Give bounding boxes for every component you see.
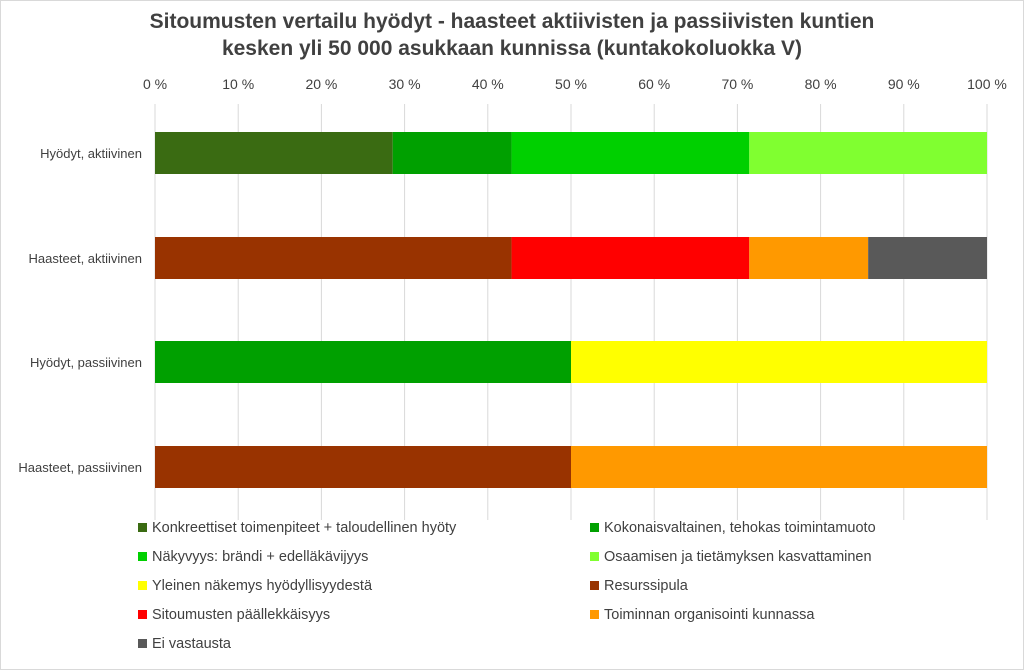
legend-label: Näkyvyys: brändi + edelläkävijyys xyxy=(152,548,369,565)
y-tick-label: Haasteet, aktiivinen xyxy=(29,251,142,266)
x-tick-label: 70 % xyxy=(721,76,753,92)
legend-item: Yleinen näkemys hyödyllisyydestä xyxy=(138,574,590,597)
y-axis-ticks: Hyödyt, aktiivinen Haasteet, aktiivinen Hy… xyxy=(18,146,142,475)
x-tick-label: 40 % xyxy=(472,76,504,92)
chart-title-line-1: Sitoumusten vertailu hyödyt - haasteet a… xyxy=(149,10,875,33)
legend-item: Toiminnan organisointi kunnassa xyxy=(590,603,990,626)
x-tick-label: 60 % xyxy=(638,76,670,92)
y-tick-label: Hyödyt, aktiivinen xyxy=(40,146,142,161)
x-tick-label: 80 % xyxy=(805,76,837,92)
legend-swatch xyxy=(138,639,147,648)
legend-item: Kokonaisvaltainen, tehokas toimintamuoto xyxy=(590,516,990,539)
bar-segment xyxy=(511,132,750,174)
legend-label: Toiminnan organisointi kunnassa xyxy=(604,606,815,623)
y-tick-label: Haasteet, passiivinen xyxy=(18,460,142,475)
bar-segment xyxy=(155,446,571,488)
legend-swatch xyxy=(138,581,147,590)
bar-segments xyxy=(155,132,987,488)
bar-segment xyxy=(155,341,571,383)
legend-label: Kokonaisvaltainen, tehokas toimintamuoto xyxy=(604,519,876,536)
legend-label: Osaamisen ja tietämyksen kasvattaminen xyxy=(604,548,872,565)
legend-label: Konkreettiset toimenpiteet + taloudellin… xyxy=(152,519,457,536)
bar-segment xyxy=(392,132,512,174)
legend-item: Ei vastausta xyxy=(138,632,590,655)
x-tick-label: 90 % xyxy=(888,76,920,92)
legend-item: Näkyvyys: brändi + edelläkävijyys xyxy=(138,545,590,568)
bar-segment xyxy=(511,237,750,279)
legend-swatch xyxy=(138,523,147,532)
x-tick-label: 100 % xyxy=(967,76,1007,92)
bar-segment xyxy=(868,237,987,279)
x-tick-label: 0 % xyxy=(143,76,167,92)
x-tick-label: 50 % xyxy=(555,76,587,92)
bar-segment xyxy=(155,237,512,279)
x-tick-label: 10 % xyxy=(222,76,254,92)
x-tick-label: 30 % xyxy=(389,76,421,92)
legend-label: Resurssipula xyxy=(604,577,688,594)
legend-item: Sitoumusten päällekkäisyys xyxy=(138,603,590,626)
legend: Konkreettiset toimenpiteet + taloudellin… xyxy=(138,516,998,655)
bar-segment xyxy=(155,132,393,174)
legend-swatch xyxy=(590,523,599,532)
legend-item: Resurssipula xyxy=(590,574,990,597)
legend-item: Osaamisen ja tietämyksen kasvattaminen xyxy=(590,545,990,568)
y-tick-label: Hyödyt, passiivinen xyxy=(30,355,142,370)
legend-swatch xyxy=(590,581,599,590)
chart-title-line-2: kesken yli 50 000 asukkaan kunnissa (kun… xyxy=(221,37,803,60)
legend-swatch xyxy=(590,610,599,619)
bar-segment xyxy=(571,446,987,488)
bar-segment xyxy=(749,237,869,279)
legend-label: Yleinen näkemys hyödyllisyydestä xyxy=(152,577,373,594)
legend-label: Sitoumusten päällekkäisyys xyxy=(152,606,331,623)
legend-item: Konkreettiset toimenpiteet + taloudellin… xyxy=(138,516,590,539)
bar-segment xyxy=(749,132,987,174)
legend-swatch xyxy=(138,552,147,561)
x-axis-ticks: 0 % 10 % 20 % 30 % 40 % 50 % 60 % 70 % 80 % 90 % 1… xyxy=(143,76,1007,92)
legend-label: Ei vastausta xyxy=(152,635,231,652)
x-tick-label: 20 % xyxy=(305,76,337,92)
bar-segment xyxy=(571,341,987,383)
legend-swatch xyxy=(590,552,599,561)
legend-swatch xyxy=(138,610,147,619)
chart-title: Sitoumusten vertailu hyödyt - haasteet a… xyxy=(0,8,1024,62)
